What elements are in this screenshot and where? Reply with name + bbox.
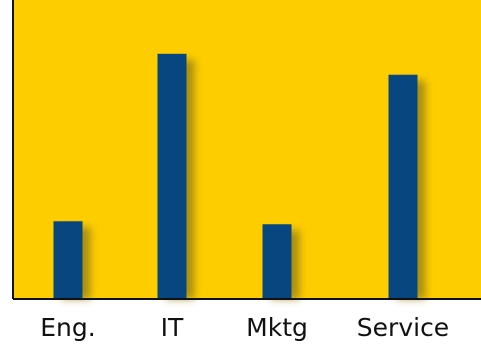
- x-tick-label-service: Service: [357, 313, 449, 342]
- x-tick-label-eng: Eng.: [40, 313, 95, 342]
- bar-it: [157, 53, 187, 299]
- bar-mktg: [262, 224, 292, 299]
- x-tick-labels: Eng. IT Mktg Service: [40, 313, 449, 342]
- x-tick-label-mktg: Mktg: [246, 313, 308, 342]
- bars: [53, 53, 418, 299]
- bar-eng: [53, 221, 83, 299]
- bar-service: [388, 74, 418, 299]
- x-tick-label-it: IT: [161, 313, 184, 342]
